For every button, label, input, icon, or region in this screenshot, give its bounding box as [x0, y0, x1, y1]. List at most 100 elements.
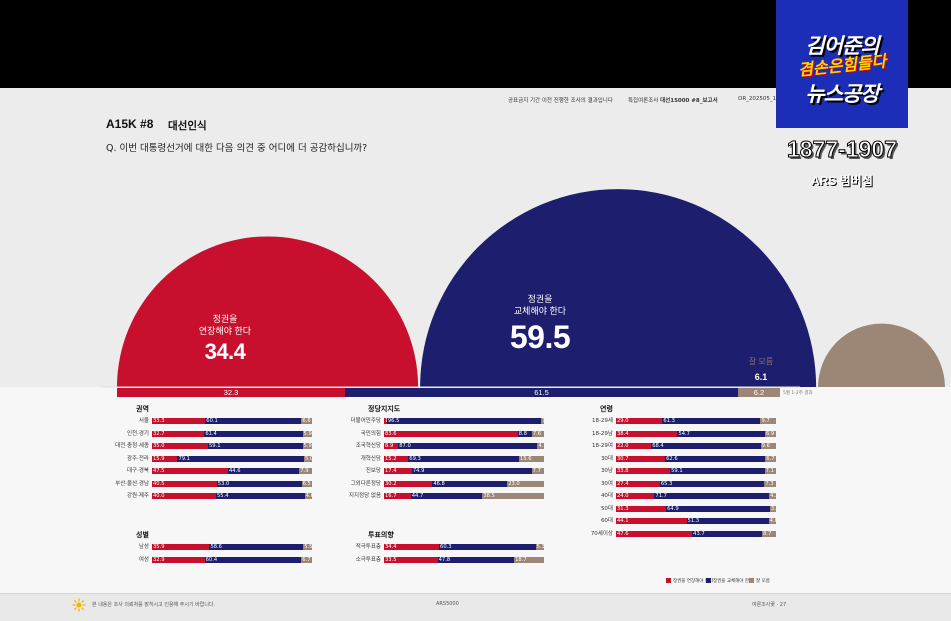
breakdown-bar: 44.151.34.6 — [616, 518, 776, 524]
bar-segment-replace: 79.1 — [177, 455, 304, 462]
header-meta-1: 공표금지 기간 이전 진행한 조사의 결과입니다 — [508, 98, 613, 104]
logo-line-2: 뉴스공장 — [805, 83, 879, 106]
report-category: 대선인식 — [168, 120, 207, 132]
bar-segment-replace: 61.3 — [662, 418, 761, 424]
breakdown-bar: 31.364.93.8 — [616, 505, 776, 512]
legend-swatch-brown — [749, 578, 754, 583]
bar-segment-extend: 47.6 — [616, 530, 693, 537]
breakdown-row-label: 광주·전라 — [127, 455, 149, 462]
bar-segment-unsure: 4.6 — [304, 493, 312, 499]
breakdown-row-label: 강원·제주 — [127, 493, 149, 499]
header-meta-2: 특집여론조사 대선15000 #8_보고서 — [628, 98, 718, 104]
bar-segment-replace: 60.3 — [439, 544, 536, 550]
bar-segment-replace: 71.7 — [654, 493, 770, 499]
unsure-value: 6.1 — [754, 372, 768, 382]
bar-segment-replace: 96.5 — [386, 418, 542, 424]
bar-segment-extend: 40.0 — [152, 493, 216, 499]
bar-segment-extend: 22.0 — [616, 443, 652, 449]
breakdown-row-label: 18-29여 — [591, 443, 613, 449]
breakdown-bar: 24.071.74.3 — [616, 493, 776, 499]
breakdown-row-label: 인천·경기 — [127, 430, 149, 437]
breakdown-bar: 40.055.44.6 — [152, 493, 312, 499]
bar-segment-extend: 38.4 — [616, 430, 678, 437]
bar-segment-extend: 15.9 — [152, 455, 178, 462]
bar-segment-extend: 44.1 — [616, 518, 687, 524]
bar-segment-unsure: 5.9 — [302, 430, 312, 437]
breakdown-bar: 29.0 61.3 9.7 — [616, 418, 776, 424]
overlay-subtitle: ARS 범버섭 — [811, 174, 873, 188]
breakdown-row-label: 적극투표층 — [355, 544, 381, 550]
report-code: A15K #8 — [106, 117, 154, 131]
breakdown-row-label: 60대 — [600, 518, 613, 524]
breakdown-row-label: 30남 — [600, 468, 613, 474]
bar-segment-extend: 29.0 — [616, 418, 663, 424]
breakdown-title: 권역 — [136, 406, 149, 413]
breakdown-title: 정당지지도 — [368, 406, 401, 413]
legend-swatch-navy — [706, 578, 711, 583]
bar-segment-unsure: 6.9 — [764, 430, 776, 437]
bar-segment-unsure: 5.3 — [535, 544, 544, 550]
bar-segment-extend: 47.5 — [152, 468, 228, 474]
bar-segment-replace: 61.4 — [204, 430, 303, 437]
breakdown-bar: 33.5 47.8 18.7 — [384, 556, 544, 563]
bar-segment-extend: 33.5 — [384, 556, 438, 563]
bar-segment-unsure: 6.6 — [301, 418, 312, 424]
unsure-title: 잘 모름 — [748, 357, 774, 366]
bar-segment-extend: 35.0 — [152, 443, 208, 449]
bar-segment-unsure: 18.7 — [514, 556, 544, 563]
extend-label: 정권을 연장해야 한다 34.4 — [198, 314, 252, 364]
breakdown-row-label: 지지정당 없음 — [348, 493, 381, 499]
breakdown-row-label: 40대 — [600, 493, 613, 499]
bar-segment-replace: 47.8 — [437, 556, 515, 563]
replace-label: 정권을 교체해야 한다 59.5 — [509, 294, 571, 355]
bar-segment-replace: 62.6 — [665, 455, 766, 462]
bar-segment-replace: 53.0 — [216, 480, 302, 487]
breakdown-bar: 33.3 60.1 6.6 — [152, 418, 312, 424]
bar-segment-extend: 32.7 — [152, 430, 205, 437]
bar-segment-unsure: 4.1 — [537, 443, 544, 449]
breakdown-bar: 83.6 8.8 7.6 — [384, 430, 544, 437]
bar-segment-replace: 59.1 — [208, 443, 303, 449]
breakdown-bar: 34.4 60.3 5.3 — [384, 544, 544, 550]
bar-segment-extend: 83.6 — [384, 430, 518, 437]
bar-segment-unsure: 6.7 — [301, 556, 312, 563]
bar-segment-extend: 24.0 — [616, 493, 655, 499]
bar-segment-unsure: 5.0 — [303, 455, 312, 462]
breakdown-bar: 35.9 58.6 5.5 — [152, 544, 312, 550]
bar-segment-replace: 65.3 — [659, 480, 765, 487]
bar-segment-unsure: 1.7 — [541, 418, 544, 424]
bar-segment-replace: 68.4 — [651, 443, 761, 449]
bar-segment-unsure: 3.8 — [769, 505, 776, 512]
bar-segment-replace: 87.0 — [398, 443, 538, 449]
semicircle-extend — [117, 236, 419, 387]
prev-extend-bar: 32.3 — [117, 388, 345, 397]
breakdown-row-label: 더불어민주당 — [350, 418, 381, 424]
breakdown-bar: 1.896.51.7 — [384, 418, 544, 424]
breakdown-row-label: 소극투표층 — [355, 556, 381, 563]
breakdown-title: 성별 — [136, 532, 149, 539]
bar-segment-replace: 74.9 — [411, 468, 532, 474]
bar-segment-extend: 1.8 — [384, 418, 387, 424]
bar-segment-unsure: 23.0 — [507, 480, 544, 487]
breakdown-title: 투표의향 — [368, 532, 394, 539]
bar-segment-unsure: 5.9 — [302, 443, 312, 449]
bar-segment-unsure: 6.5 — [301, 480, 312, 487]
breakdown-bar: 40.5 53.0 6.5 — [152, 480, 312, 487]
bar-segment-unsure: 7.3 — [764, 480, 776, 487]
bar-segment-replace: 59.1 — [670, 468, 765, 474]
bar-segment-replace: 64.9 — [666, 505, 770, 512]
breakdown-row-label: 서울 — [138, 418, 149, 424]
bar-segment-replace: 60.4 — [204, 556, 302, 563]
bar-segment-replace: 8.8 — [517, 430, 532, 437]
bar-segment-extend: 8.9 — [384, 443, 399, 449]
breakdown-row-label: 진보당 — [365, 468, 381, 474]
legend-swatch-red — [666, 578, 671, 583]
breakdown-bar: 22.0 68.4 9.6 — [616, 443, 776, 449]
breakdown-row-label: 50대 — [600, 505, 613, 512]
header-meta-3: OR_202505_1 — [738, 96, 777, 102]
broadcast-logo: 김어준의 겸손은힘들다 뉴스공장 — [776, 0, 908, 128]
breakdown-row-label: 국민의힘 — [360, 430, 381, 437]
page-footer — [0, 593, 951, 621]
bar-segment-replace: 46.8 — [432, 480, 508, 487]
